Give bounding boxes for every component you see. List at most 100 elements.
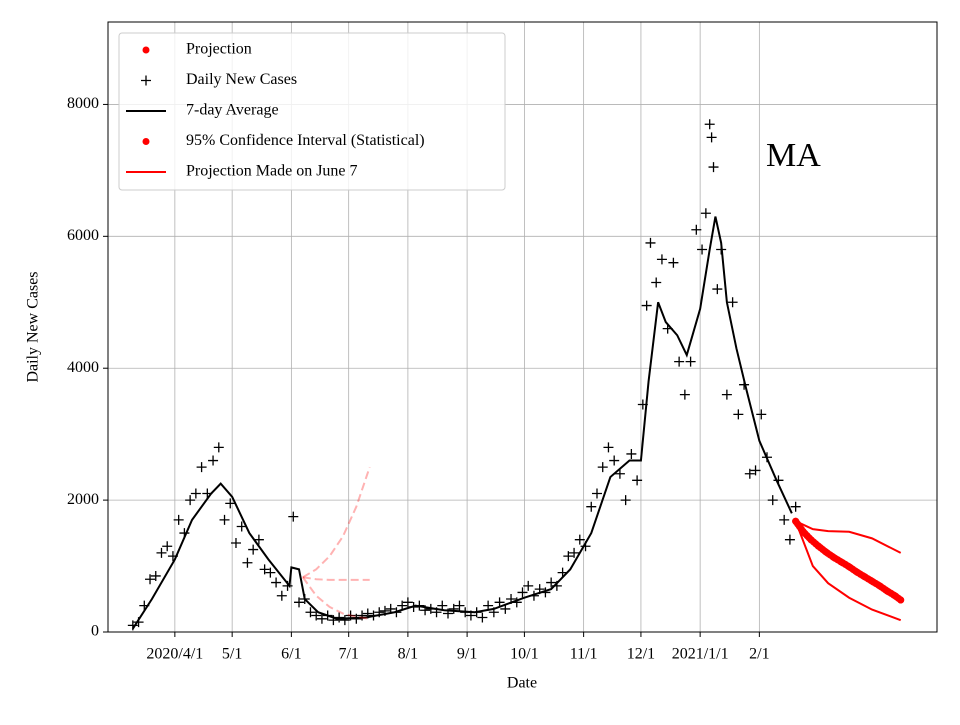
case-point bbox=[767, 495, 778, 506]
case-point bbox=[253, 534, 264, 545]
case-point bbox=[431, 607, 442, 618]
case-point bbox=[744, 468, 755, 479]
case-point bbox=[488, 607, 499, 618]
case-point bbox=[656, 254, 667, 265]
legend-label: Projection Made on June 7 bbox=[186, 163, 358, 180]
case-point bbox=[511, 597, 522, 608]
case-point bbox=[385, 603, 396, 614]
case-point bbox=[190, 488, 201, 499]
case-point bbox=[773, 475, 784, 486]
case-point bbox=[716, 244, 727, 255]
case-point bbox=[208, 455, 219, 466]
case-point bbox=[546, 577, 557, 588]
case-point bbox=[697, 244, 708, 255]
case-point bbox=[173, 514, 184, 525]
projection-point bbox=[799, 528, 807, 536]
case-point bbox=[339, 615, 350, 626]
case-point bbox=[351, 613, 362, 624]
case-point bbox=[691, 224, 702, 235]
case-point bbox=[662, 323, 673, 334]
projection-point bbox=[860, 573, 868, 581]
case-point bbox=[368, 610, 379, 621]
case-point bbox=[603, 442, 614, 453]
case-point bbox=[632, 475, 643, 486]
projection-point bbox=[792, 517, 800, 525]
projection-point bbox=[815, 542, 823, 550]
case-point bbox=[334, 612, 345, 623]
case-point bbox=[569, 547, 580, 558]
projection-point bbox=[868, 577, 876, 585]
legend-box bbox=[118, 32, 506, 191]
case-point bbox=[202, 488, 213, 499]
projection-point bbox=[883, 587, 891, 595]
x-tick-label: 2/1 bbox=[749, 646, 769, 663]
legend-dot bbox=[142, 46, 150, 54]
case-point bbox=[414, 600, 425, 611]
case-point bbox=[145, 574, 156, 585]
x-tick-label: 10/1 bbox=[510, 646, 538, 663]
x-tick-label: 11/1 bbox=[570, 646, 598, 663]
case-point bbox=[248, 544, 259, 555]
case-point bbox=[471, 607, 482, 618]
case-point bbox=[739, 379, 750, 390]
case-point bbox=[614, 468, 625, 479]
case-point bbox=[305, 607, 316, 618]
projection-point bbox=[876, 582, 884, 590]
case-point bbox=[242, 557, 253, 568]
case-point bbox=[322, 610, 333, 621]
ci-upper bbox=[795, 520, 902, 554]
case-point bbox=[196, 462, 207, 473]
case-point bbox=[679, 389, 690, 400]
case-point bbox=[750, 465, 761, 476]
case-point bbox=[597, 462, 608, 473]
legend-label: 95% Confidence Interval (Statistical) bbox=[186, 132, 425, 149]
case-point bbox=[345, 610, 356, 621]
case-point bbox=[265, 567, 276, 578]
case-point bbox=[460, 607, 471, 618]
case-point bbox=[477, 612, 488, 623]
legend-label: 7-day Average bbox=[186, 102, 279, 119]
y-tick-label: 2000 bbox=[67, 491, 99, 508]
case-point bbox=[700, 208, 711, 219]
case-point bbox=[282, 580, 293, 591]
case-point bbox=[551, 580, 562, 591]
case-point bbox=[645, 237, 656, 248]
case-point bbox=[685, 356, 696, 367]
ci-lower bbox=[794, 520, 902, 622]
june-projection-lower bbox=[302, 576, 370, 620]
case-point bbox=[580, 541, 591, 552]
case-point bbox=[641, 300, 652, 311]
case-point bbox=[276, 590, 287, 601]
case-point bbox=[494, 597, 505, 608]
case-point bbox=[540, 587, 551, 598]
case-point bbox=[374, 607, 385, 618]
case-point bbox=[150, 570, 161, 581]
case-point bbox=[784, 534, 795, 545]
case-point bbox=[454, 600, 465, 611]
y-tick-label: 4000 bbox=[67, 359, 99, 376]
projection-point bbox=[897, 596, 905, 604]
projection-point bbox=[845, 563, 853, 571]
case-point bbox=[563, 551, 574, 562]
case-point bbox=[213, 442, 224, 453]
x-tick-label: 8/1 bbox=[398, 646, 418, 663]
y-tick-label: 8000 bbox=[67, 95, 99, 112]
average-line bbox=[131, 216, 793, 630]
case-point bbox=[162, 541, 173, 552]
y-axis-label: Daily New Cases bbox=[25, 271, 42, 382]
case-point bbox=[586, 501, 597, 512]
case-point bbox=[225, 498, 236, 509]
projection-point bbox=[837, 558, 845, 566]
case-point bbox=[391, 607, 402, 618]
annotation: MA bbox=[766, 137, 821, 174]
case-point bbox=[721, 389, 732, 400]
plot-area bbox=[127, 119, 905, 631]
case-point bbox=[534, 584, 545, 595]
case-point bbox=[790, 501, 801, 512]
case-point bbox=[620, 495, 631, 506]
case-point bbox=[167, 551, 178, 562]
x-axis-label: Date bbox=[507, 675, 537, 692]
case-point bbox=[219, 514, 230, 525]
case-point bbox=[668, 257, 679, 268]
